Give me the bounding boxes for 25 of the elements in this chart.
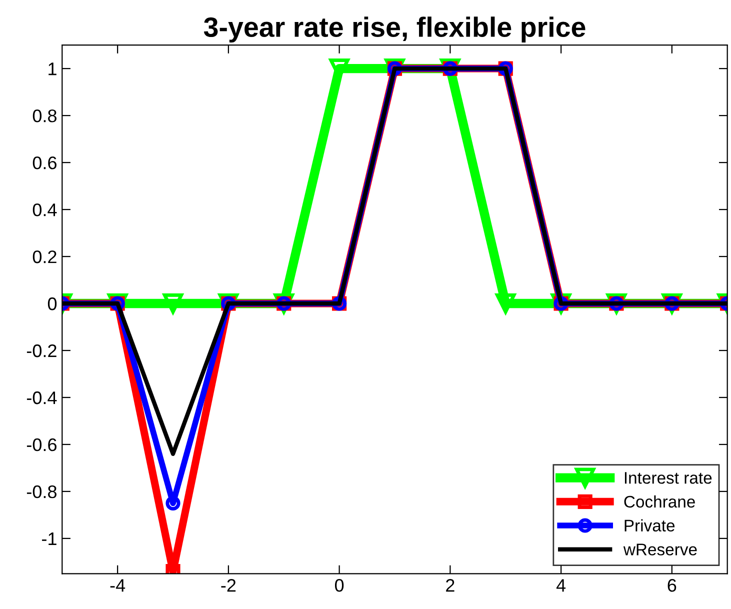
legend-label: Interest rate xyxy=(624,472,712,484)
y-tick-label: 0.4 xyxy=(32,203,57,216)
x-tick-label: 2 xyxy=(446,579,454,592)
y-tick-label: 0 xyxy=(48,297,57,310)
y-tick-label: -0.6 xyxy=(26,438,56,452)
y-tick-label: -0.8 xyxy=(26,485,56,498)
y-tick-label: -0.4 xyxy=(26,391,57,404)
y-tick-label: 1 xyxy=(48,62,56,76)
y-tick-label: -1 xyxy=(42,532,56,545)
x-tick-label: 0 xyxy=(334,579,344,592)
x-tick-label: -4 xyxy=(110,579,126,592)
legend-label: Private xyxy=(624,519,675,532)
point xyxy=(162,293,184,314)
x-tick-label: -2 xyxy=(221,579,236,592)
y-tick-label: 0.8 xyxy=(32,109,56,122)
y-tick-label: -0.2 xyxy=(26,344,56,358)
legend-label: Cochrane xyxy=(624,495,695,508)
y-tick-label: 0.6 xyxy=(32,156,56,170)
y-tick-label: 0.2 xyxy=(32,250,56,264)
legend-label: wReserve xyxy=(623,544,697,556)
point xyxy=(496,293,516,314)
x-tick-label: 6 xyxy=(668,579,676,592)
point xyxy=(166,496,180,510)
chart-title: 3-year rate rise, flexible price xyxy=(204,16,586,42)
x-tick-label: 4 xyxy=(556,579,566,592)
